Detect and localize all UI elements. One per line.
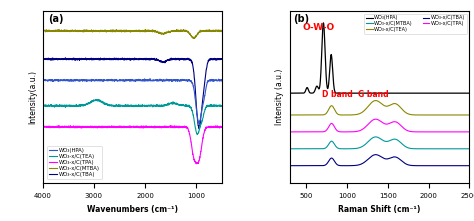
Text: (b): (b) bbox=[293, 15, 310, 25]
WO₃(HPA) bbox=[64, 79, 69, 81]
Legend: WO₃(HPA), WO₃-x/C(TEA), WO₃-x/C(TPA), WO₃-x/C(MTBA), WO₃-x/C(TBA): WO₃(HPA), WO₃-x/C(TEA), WO₃-x/C(TPA), WO… bbox=[47, 146, 102, 179]
WO₃(HPA) bbox=[70, 79, 76, 82]
WO₃(HPA) bbox=[196, 122, 202, 124]
WO₃-x/C(TEA) bbox=[134, 104, 140, 107]
WO₃(HPA) bbox=[138, 79, 144, 82]
WO₃-x/C(TBA) bbox=[70, 58, 76, 61]
WO₃-x/C(TEA) bbox=[194, 133, 200, 136]
WO₃-x/C(TEA) bbox=[64, 105, 69, 107]
WO₃-x/C(MTBA) bbox=[118, 30, 123, 32]
WO₃-x/C(TEA) bbox=[40, 104, 46, 107]
WO₃-x/C(MTBA) bbox=[138, 30, 144, 32]
WO₃-x/C(MTBA) bbox=[64, 30, 69, 32]
WO₃-x/C(MTBA) bbox=[134, 30, 140, 32]
WO₃(HPA) bbox=[134, 78, 140, 81]
WO₃(HPA) bbox=[100, 79, 106, 81]
Line: WO₃-x/C(TPA): WO₃-x/C(TPA) bbox=[43, 126, 222, 164]
WO₃-x/C(TEA) bbox=[138, 104, 144, 107]
WO₃-x/C(TPA) bbox=[219, 126, 225, 128]
WO₃-x/C(MTBA) bbox=[191, 37, 196, 40]
WO₃(HPA) bbox=[147, 77, 153, 80]
WO₃-x/C(TEA) bbox=[100, 101, 106, 104]
WO₃-x/C(TPA) bbox=[118, 126, 123, 128]
WO₃-x/C(TEA) bbox=[96, 98, 101, 101]
WO₃(HPA) bbox=[219, 78, 225, 81]
WO₃(HPA) bbox=[40, 79, 46, 82]
Line: WO₃-x/C(TBA): WO₃-x/C(TBA) bbox=[43, 58, 222, 128]
WO₃-x/C(TPA) bbox=[138, 126, 144, 128]
WO₃-x/C(TBA) bbox=[219, 58, 225, 61]
WO₃-x/C(TBA) bbox=[64, 58, 69, 61]
Y-axis label: Intensity (a.u.): Intensity (a.u.) bbox=[275, 69, 284, 126]
WO₃-x/C(TPA) bbox=[40, 125, 46, 128]
WO₃-x/C(TEA) bbox=[219, 105, 225, 107]
WO₃-x/C(TPA) bbox=[56, 124, 62, 127]
Line: WO₃-x/C(MTBA): WO₃-x/C(MTBA) bbox=[43, 30, 222, 38]
Line: WO₃(HPA): WO₃(HPA) bbox=[43, 79, 222, 123]
WO₃-x/C(TBA) bbox=[134, 58, 140, 61]
WO₃-x/C(MTBA) bbox=[40, 29, 46, 31]
WO₃-x/C(TPA) bbox=[100, 125, 106, 128]
Text: O-W-O: O-W-O bbox=[302, 23, 335, 32]
X-axis label: Wavenumbers (cm⁻¹): Wavenumbers (cm⁻¹) bbox=[87, 205, 178, 214]
WO₃-x/C(TPA) bbox=[64, 125, 69, 128]
WO₃-x/C(TBA) bbox=[83, 57, 89, 59]
WO₃-x/C(TPA) bbox=[134, 126, 140, 128]
WO₃-x/C(TPA) bbox=[70, 126, 76, 128]
Legend: WO₃(HPA), WO₃-x/C(MTBA), WO₃-x/C(TEA), WO₃-x/C(TBA), WO₃-x/C(TPA): WO₃(HPA), WO₃-x/C(MTBA), WO₃-x/C(TEA), W… bbox=[365, 13, 467, 34]
WO₃-x/C(TEA) bbox=[70, 105, 76, 108]
WO₃-x/C(TBA) bbox=[40, 58, 46, 61]
WO₃-x/C(TEA) bbox=[118, 105, 123, 108]
WO₃-x/C(MTBA) bbox=[100, 30, 106, 33]
WO₃(HPA) bbox=[118, 78, 123, 81]
Text: D band  G band: D band G band bbox=[322, 90, 389, 99]
WO₃-x/C(MTBA) bbox=[70, 29, 76, 32]
WO₃-x/C(TBA) bbox=[196, 127, 201, 130]
Text: (a): (a) bbox=[48, 15, 64, 25]
WO₃-x/C(TBA) bbox=[138, 57, 144, 60]
WO₃-x/C(TBA) bbox=[100, 57, 106, 60]
WO₃-x/C(TPA) bbox=[194, 162, 200, 165]
Y-axis label: Intensity(a.u.): Intensity(a.u.) bbox=[28, 70, 37, 124]
Line: WO₃-x/C(TEA): WO₃-x/C(TEA) bbox=[43, 99, 222, 134]
WO₃-x/C(TBA) bbox=[118, 58, 123, 61]
X-axis label: Raman Shift (cm⁻¹): Raman Shift (cm⁻¹) bbox=[338, 205, 421, 214]
WO₃-x/C(MTBA) bbox=[219, 29, 225, 32]
WO₃-x/C(MTBA) bbox=[114, 28, 119, 31]
